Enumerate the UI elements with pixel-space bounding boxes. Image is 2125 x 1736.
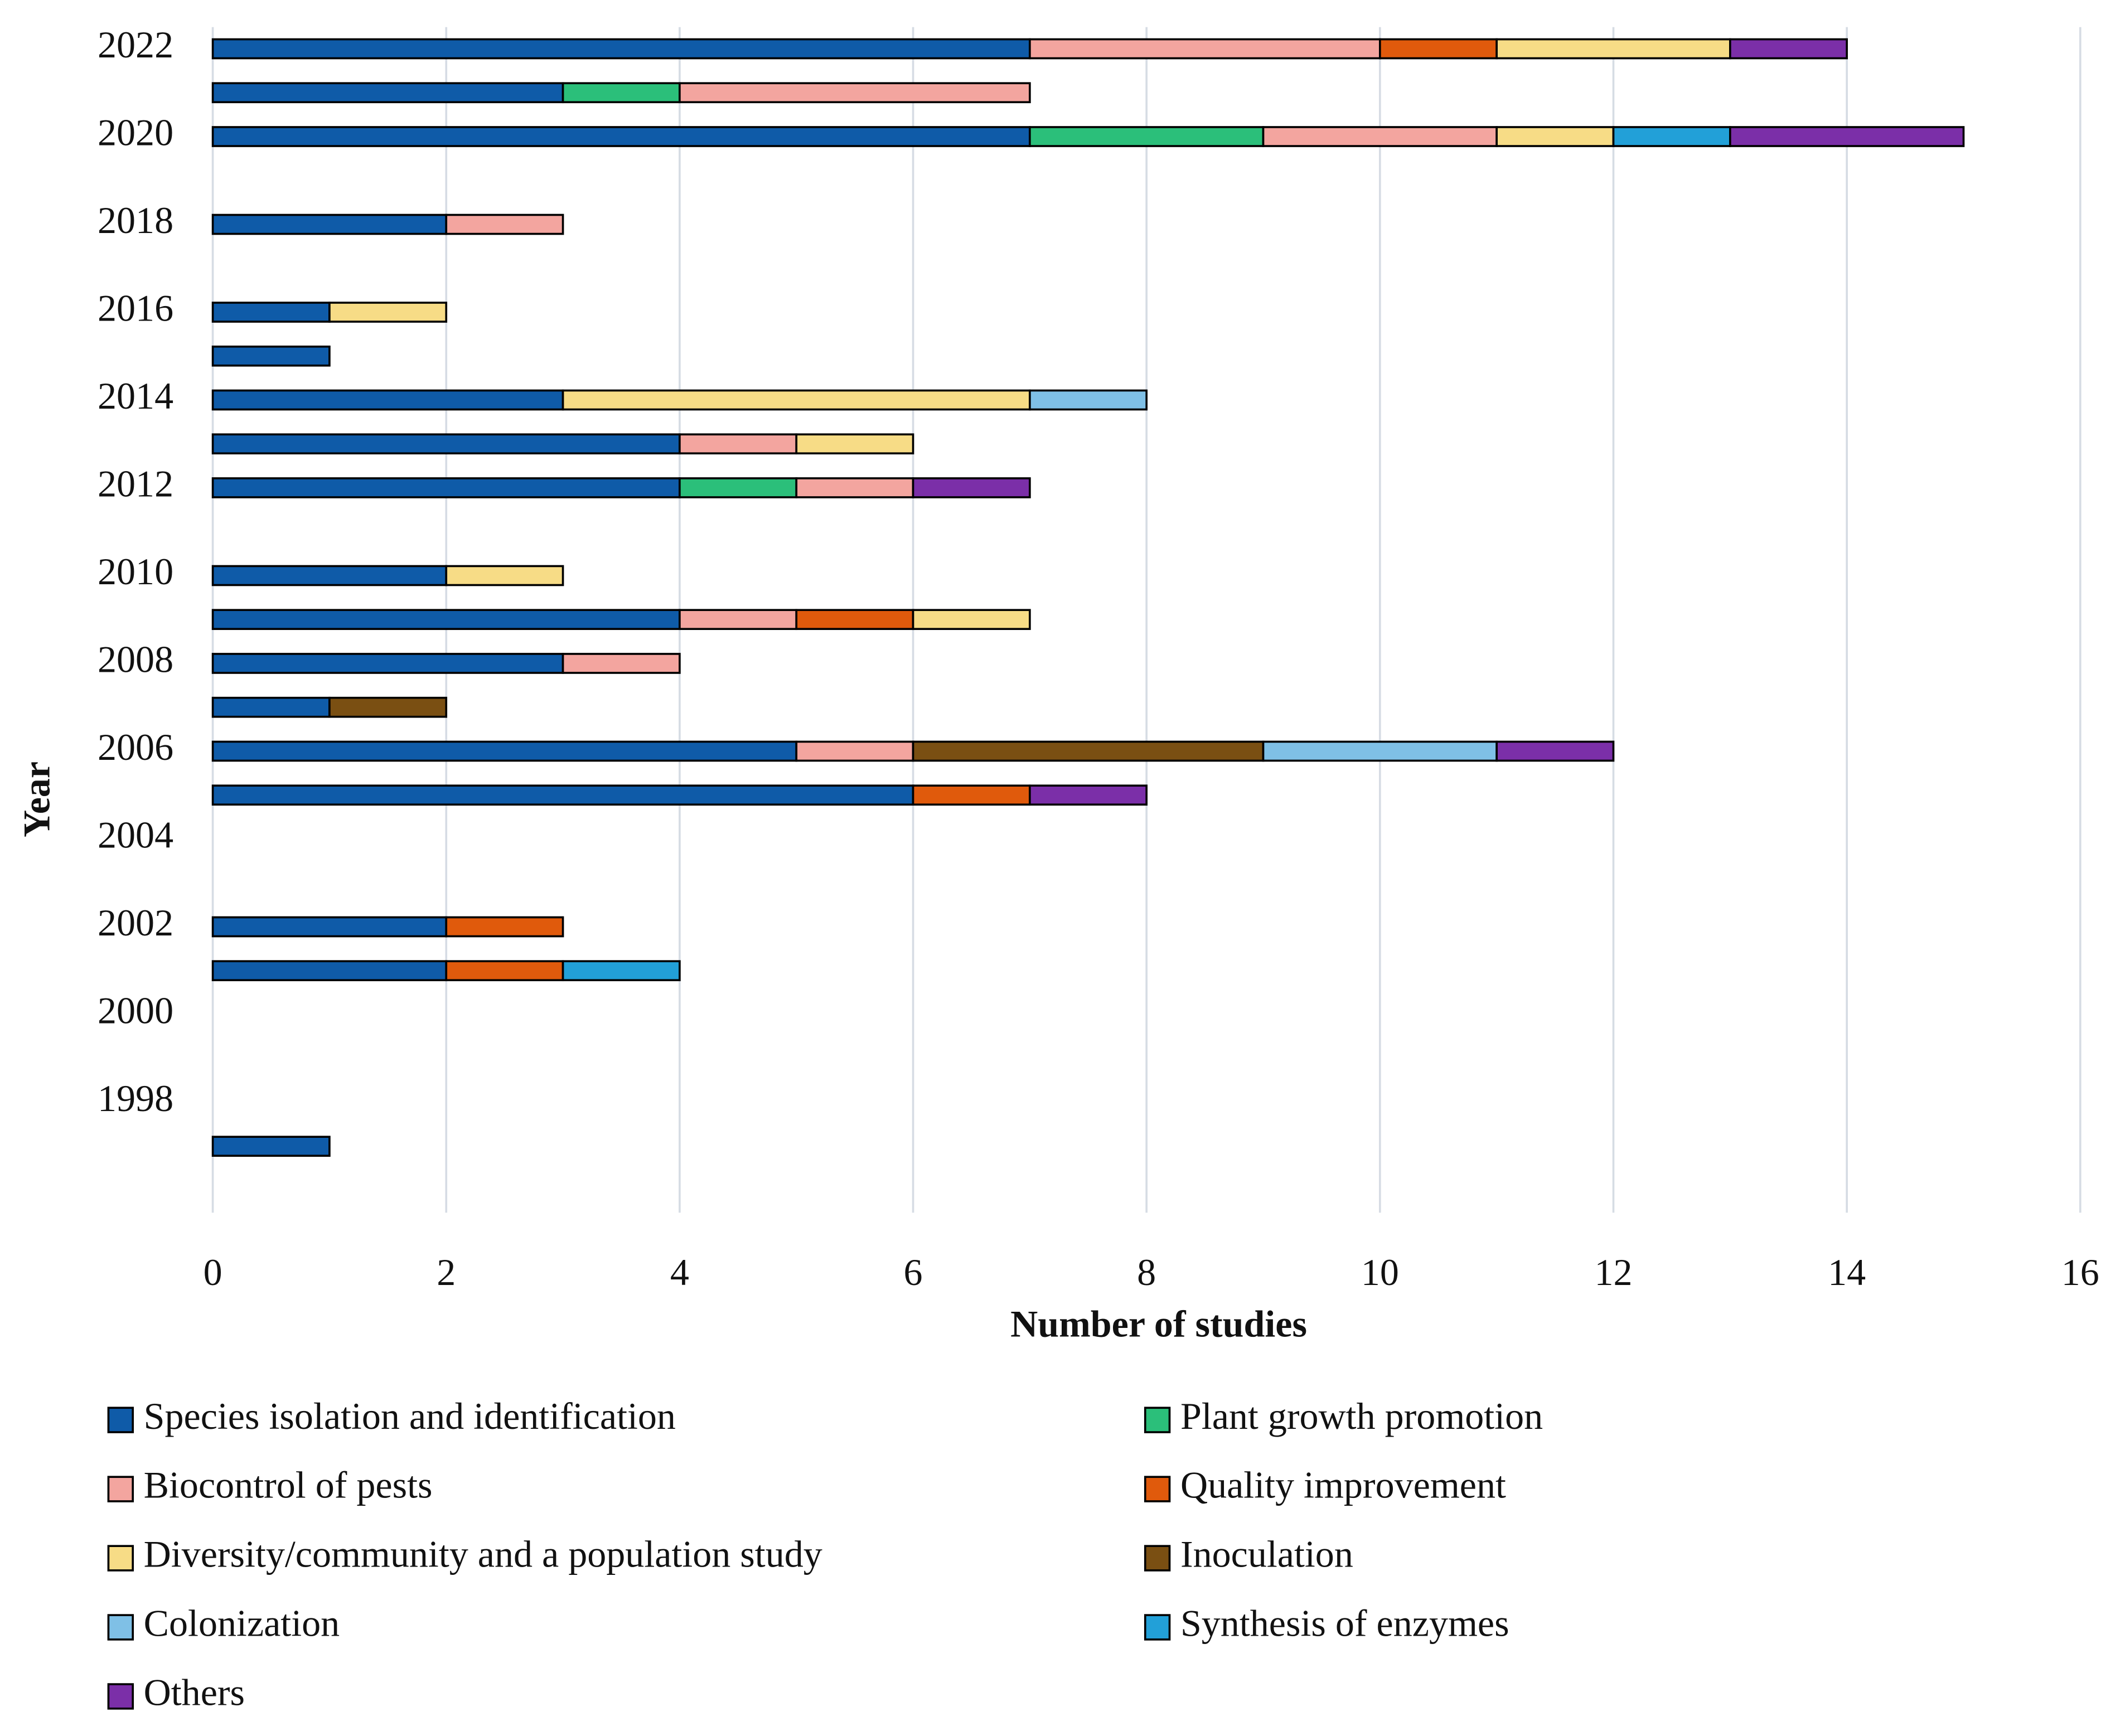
- bar-segment: [211, 433, 681, 455]
- bar-segment: [795, 433, 914, 455]
- legend-label: Inoculation: [1180, 1533, 1353, 1575]
- bar-segment: [912, 609, 1031, 631]
- x-tick-label: 16: [2061, 1251, 2099, 1293]
- legend-label: Plant growth promotion: [1180, 1395, 1543, 1437]
- bar-segment: [1029, 38, 1381, 60]
- x-tick-label: 4: [670, 1251, 689, 1293]
- legend-label: Colonization: [144, 1602, 340, 1645]
- legend-swatch: [107, 1683, 134, 1710]
- bar-segment: [211, 345, 331, 367]
- x-axis-label: Number of studies: [1010, 1302, 1307, 1345]
- bar-segment: [1495, 126, 1615, 147]
- x-tick-label: 14: [1828, 1251, 1866, 1293]
- legend-swatch: [1144, 1545, 1171, 1572]
- y-axis-label: Year: [16, 762, 58, 837]
- bar-segment: [679, 82, 1031, 104]
- legend-label: Species isolation and identification: [144, 1395, 676, 1437]
- bar-segment: [445, 214, 564, 235]
- bar-segment: [1029, 389, 1148, 411]
- legend-swatch: [107, 1614, 134, 1641]
- y-tick-label: 2016: [98, 287, 173, 329]
- y-tick-label: 2000: [98, 990, 173, 1032]
- bar-segment: [561, 82, 681, 104]
- bar-segment: [1729, 38, 1848, 60]
- bar-segment: [211, 960, 448, 982]
- x-tick-label: 0: [204, 1251, 222, 1293]
- bar-segment: [211, 126, 1031, 147]
- x-tick-label: 12: [1594, 1251, 1632, 1293]
- bar-segment: [679, 433, 798, 455]
- bar-segment: [328, 302, 448, 323]
- legend-swatch: [1144, 1407, 1171, 1433]
- legend-swatch: [107, 1545, 134, 1572]
- bar-segment: [1729, 126, 1965, 147]
- bar-segment: [795, 609, 914, 631]
- bar-segment: [211, 477, 681, 498]
- bar-segment: [211, 389, 564, 411]
- bar-segment: [561, 960, 681, 982]
- bar-segment: [211, 1136, 331, 1157]
- bar-segment: [211, 653, 564, 674]
- bar-segment: [1262, 126, 1498, 147]
- bar-segment: [912, 784, 1031, 806]
- y-tick-label: 2002: [98, 901, 173, 944]
- y-tick-label: 2004: [98, 814, 173, 856]
- bar-segment: [211, 38, 1031, 60]
- bar-segment: [1612, 126, 1731, 147]
- y-tick-label: 2014: [98, 375, 173, 417]
- x-tick-label: 6: [904, 1251, 923, 1293]
- bar-segment: [328, 696, 448, 718]
- y-tick-label: 2022: [98, 23, 173, 66]
- bar-segment: [211, 784, 914, 806]
- bar-segment: [679, 477, 798, 498]
- bar-segment: [211, 214, 448, 235]
- y-tick-label: 2006: [98, 726, 173, 768]
- bar-segment: [679, 609, 798, 631]
- y-tick-label: 1998: [98, 1077, 173, 1119]
- bar-segment: [1495, 740, 1615, 762]
- bar-segment: [211, 609, 681, 631]
- bar-segment: [1495, 38, 1731, 60]
- bar-segment: [445, 960, 564, 982]
- x-tick-label: 10: [1361, 1251, 1399, 1293]
- x-tick-label: 8: [1137, 1251, 1156, 1293]
- legend-label: Synthesis of enzymes: [1180, 1602, 1509, 1645]
- legend-label: Biocontrol of pests: [144, 1464, 433, 1506]
- bar-segment: [795, 740, 914, 762]
- legend-swatch: [107, 1407, 134, 1433]
- bar-segment: [445, 916, 564, 938]
- bar-segment: [211, 696, 331, 718]
- bar-segment: [912, 740, 1265, 762]
- legend-swatch: [1144, 1614, 1171, 1641]
- bar-segment: [211, 82, 564, 104]
- bar-segment: [1262, 740, 1498, 762]
- bar-segment: [211, 302, 331, 323]
- y-tick-label: 2012: [98, 463, 173, 505]
- bar-segment: [1029, 784, 1148, 806]
- bar-segment: [1029, 126, 1265, 147]
- y-tick-label: 2018: [98, 199, 173, 241]
- bar-segment: [211, 916, 448, 938]
- legend-label: Others: [144, 1671, 245, 1714]
- bar-segment: [445, 565, 564, 586]
- y-tick-label: 2008: [98, 638, 173, 681]
- bar-segment: [561, 653, 681, 674]
- legend-swatch: [1144, 1476, 1171, 1502]
- legend-label: Quality improvement: [1180, 1464, 1506, 1506]
- y-tick-label: 2010: [98, 550, 173, 593]
- y-tick-label: 2020: [98, 111, 173, 154]
- bar-segment: [795, 477, 914, 498]
- legend-label: Diversity/community and a population stu…: [144, 1533, 822, 1575]
- bar-segment: [1379, 38, 1498, 60]
- bar-segment: [561, 389, 1031, 411]
- bar-segment: [211, 565, 448, 586]
- bar-segment: [211, 740, 798, 762]
- bar-segment: [912, 477, 1031, 498]
- legend-swatch: [107, 1476, 134, 1502]
- x-tick-label: 2: [437, 1251, 456, 1293]
